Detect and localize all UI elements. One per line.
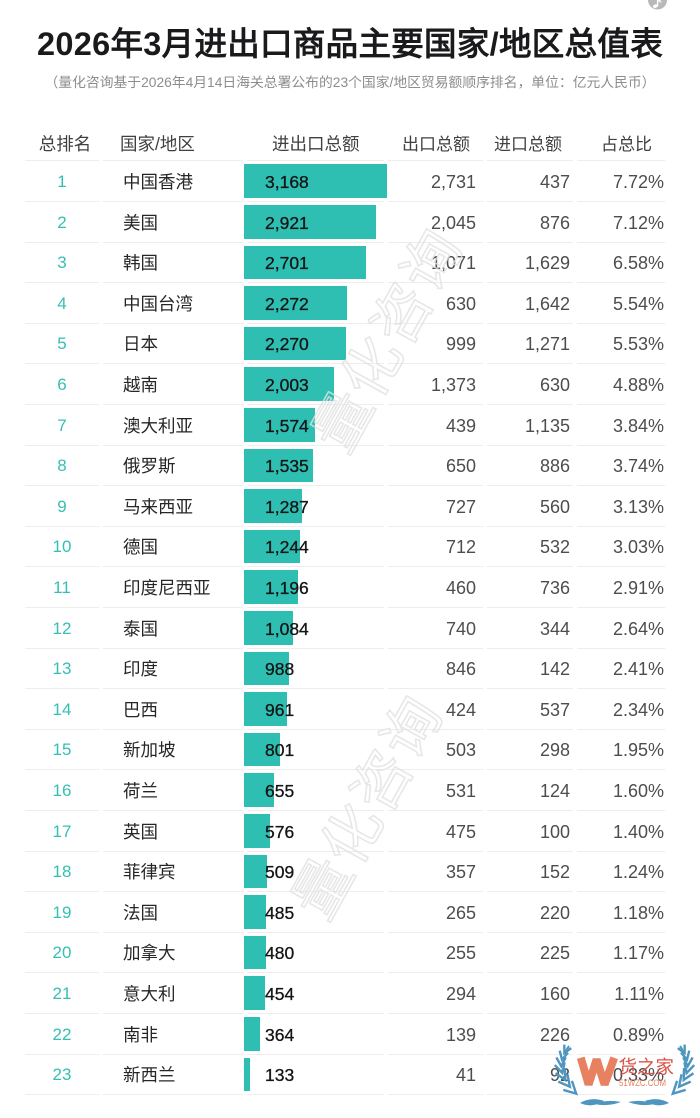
- svg-text:量化咨询: 量化咨询: [301, 217, 476, 462]
- svg-text:货之家: 货之家: [619, 1057, 675, 1078]
- svg-text:51WZC.COM: 51WZC.COM: [619, 1078, 666, 1089]
- svg-text:量化咨询: 量化咨询: [281, 684, 456, 929]
